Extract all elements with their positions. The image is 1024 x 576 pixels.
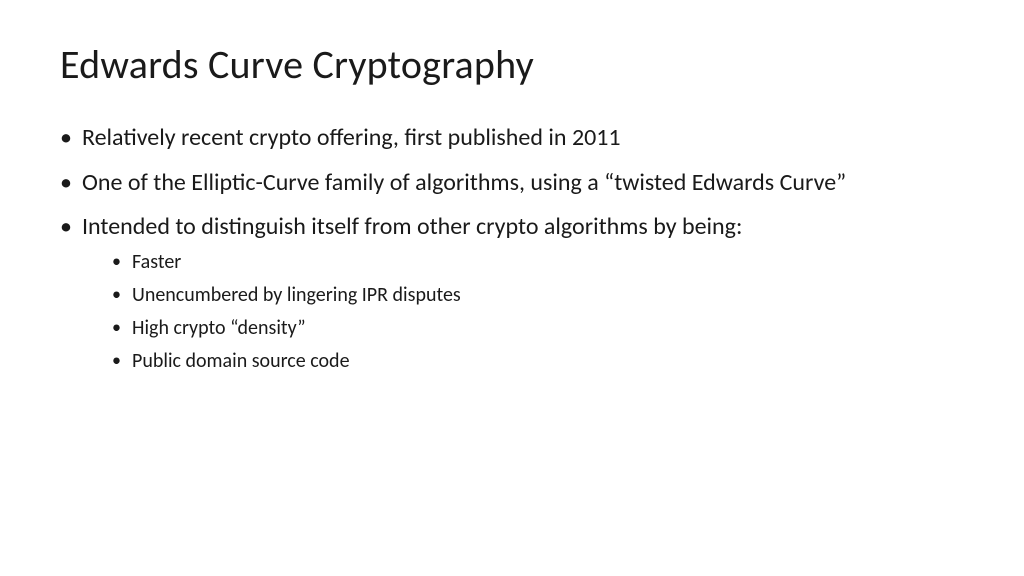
- sub-bullet-item: High crypto “density”: [112, 315, 964, 342]
- slide-title: Edwards Curve Cryptography: [60, 40, 964, 89]
- slide: Edwards Curve Cryptography Relatively re…: [0, 0, 1024, 576]
- bullet-item: Intended to distinguish itself from othe…: [60, 212, 964, 375]
- bullet-text: Intended to distinguish itself from othe…: [82, 212, 742, 241]
- sub-bullet-item: Unencumbered by lingering IPR disputes: [112, 282, 964, 309]
- sub-bullet-item: Faster: [112, 249, 964, 276]
- sub-bullet-list: Faster Unencumbered by lingering IPR dis…: [112, 249, 964, 375]
- sub-bullet-item: Public domain source code: [112, 348, 964, 375]
- bullet-list: Relatively recent crypto offering, first…: [60, 123, 964, 375]
- bullet-item: Relatively recent crypto offering, first…: [60, 123, 964, 154]
- bullet-item: One of the Elliptic-Curve family of algo…: [60, 168, 964, 199]
